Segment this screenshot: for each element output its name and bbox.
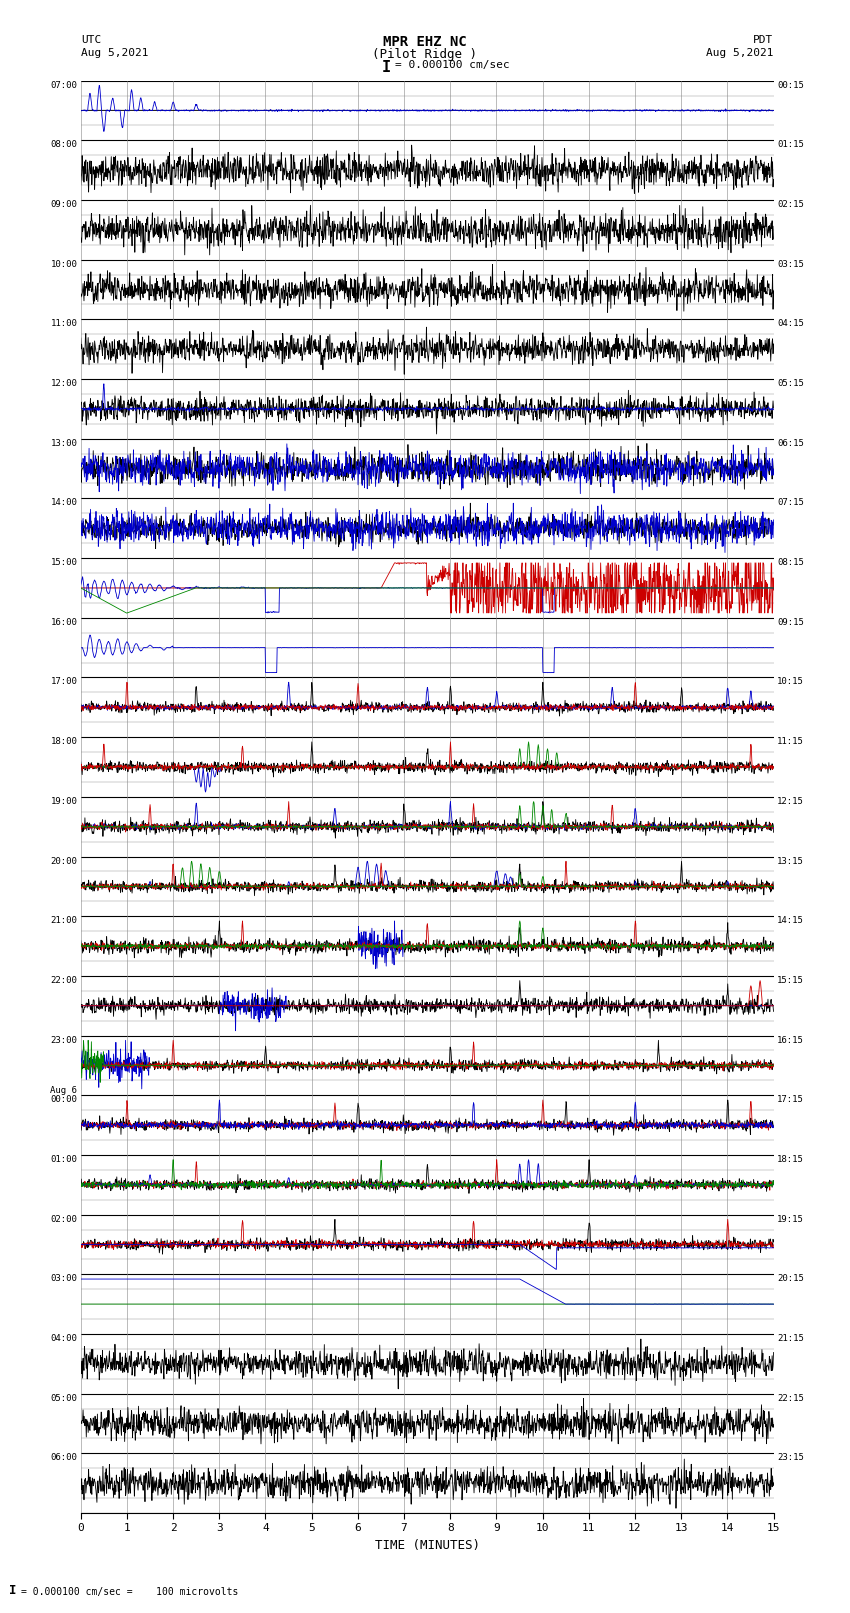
Text: I: I (8, 1584, 16, 1597)
Text: 02:00: 02:00 (50, 1215, 77, 1224)
Text: 13:00: 13:00 (50, 439, 77, 448)
Text: 07:00: 07:00 (50, 81, 77, 90)
Text: = 0.000100 cm/sec =    100 microvolts: = 0.000100 cm/sec = 100 microvolts (21, 1587, 239, 1597)
Text: 06:00: 06:00 (50, 1453, 77, 1463)
Text: 14:15: 14:15 (777, 916, 804, 926)
Text: 08:00: 08:00 (50, 140, 77, 150)
Text: 12:15: 12:15 (777, 797, 804, 806)
Text: Aug 5,2021: Aug 5,2021 (706, 48, 774, 58)
Text: 09:00: 09:00 (50, 200, 77, 210)
Text: 05:00: 05:00 (50, 1394, 77, 1403)
Text: 03:15: 03:15 (777, 260, 804, 269)
Text: 13:15: 13:15 (777, 857, 804, 866)
Text: 21:00: 21:00 (50, 916, 77, 926)
Text: 22:15: 22:15 (777, 1394, 804, 1403)
Text: 21:15: 21:15 (777, 1334, 804, 1344)
Text: I: I (382, 60, 391, 74)
Text: = 0.000100 cm/sec: = 0.000100 cm/sec (395, 60, 510, 69)
Text: 04:00: 04:00 (50, 1334, 77, 1344)
Text: PDT: PDT (753, 35, 774, 45)
Text: 20:00: 20:00 (50, 857, 77, 866)
Text: MPR EHZ NC: MPR EHZ NC (383, 35, 467, 50)
Text: Aug 5,2021: Aug 5,2021 (81, 48, 148, 58)
Text: 18:00: 18:00 (50, 737, 77, 747)
X-axis label: TIME (MINUTES): TIME (MINUTES) (375, 1539, 479, 1552)
Text: 05:15: 05:15 (777, 379, 804, 389)
Text: 14:00: 14:00 (50, 498, 77, 508)
Text: 11:00: 11:00 (50, 319, 77, 329)
Text: 18:15: 18:15 (777, 1155, 804, 1165)
Text: 03:00: 03:00 (50, 1274, 77, 1284)
Text: 20:15: 20:15 (777, 1274, 804, 1284)
Text: 23:15: 23:15 (777, 1453, 804, 1463)
Text: 08:15: 08:15 (777, 558, 804, 568)
Text: 16:15: 16:15 (777, 1036, 804, 1045)
Text: 23:00: 23:00 (50, 1036, 77, 1045)
Text: 01:15: 01:15 (777, 140, 804, 150)
Text: 19:15: 19:15 (777, 1215, 804, 1224)
Text: 17:15: 17:15 (777, 1095, 804, 1105)
Text: 09:15: 09:15 (777, 618, 804, 627)
Text: 10:15: 10:15 (777, 677, 804, 687)
Text: 00:00: 00:00 (50, 1095, 77, 1105)
Text: 07:15: 07:15 (777, 498, 804, 508)
Text: (Pilot Ridge ): (Pilot Ridge ) (372, 48, 478, 61)
Text: 15:00: 15:00 (50, 558, 77, 568)
Text: 12:00: 12:00 (50, 379, 77, 389)
Text: 16:00: 16:00 (50, 618, 77, 627)
Text: 17:00: 17:00 (50, 677, 77, 687)
Text: 06:15: 06:15 (777, 439, 804, 448)
Text: 10:00: 10:00 (50, 260, 77, 269)
Text: 00:15: 00:15 (777, 81, 804, 90)
Text: 04:15: 04:15 (777, 319, 804, 329)
Text: 02:15: 02:15 (777, 200, 804, 210)
Text: UTC: UTC (81, 35, 101, 45)
Text: 01:00: 01:00 (50, 1155, 77, 1165)
Text: 15:15: 15:15 (777, 976, 804, 986)
Text: 11:15: 11:15 (777, 737, 804, 747)
Text: Aug 6: Aug 6 (50, 1086, 77, 1095)
Text: 22:00: 22:00 (50, 976, 77, 986)
Text: 19:00: 19:00 (50, 797, 77, 806)
